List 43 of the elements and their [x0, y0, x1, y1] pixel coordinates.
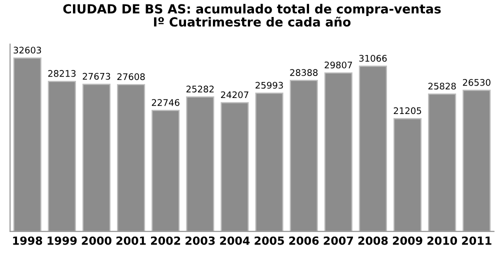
data-label: 26530 [462, 79, 490, 86]
bar [358, 66, 387, 232]
bar [393, 118, 422, 232]
data-label: 25993 [256, 82, 283, 89]
bar [186, 96, 214, 232]
x-tick-label: 1998 [13, 236, 42, 245]
x-tick-label: 2011 [462, 236, 492, 245]
x-tick-label: 2008 [358, 236, 388, 245]
bar [82, 84, 111, 232]
data-label: 29807 [324, 62, 352, 68]
x-tick-label: 2010 [427, 236, 458, 245]
bar [324, 72, 352, 232]
x-tick-label: 2009 [392, 236, 422, 245]
bar [290, 80, 318, 232]
bar [48, 80, 76, 232]
x-tick-label: 2006 [289, 236, 319, 245]
bar [220, 102, 249, 232]
data-label: 28213 [48, 70, 76, 77]
bar [13, 58, 42, 232]
x-tick-label: 2007 [324, 236, 353, 245]
data-label: 27608 [117, 73, 145, 80]
data-label: 25828 [428, 82, 456, 90]
bar [152, 110, 180, 232]
x-tick-label: 2005 [254, 236, 284, 245]
x-tick-label: 2000 [82, 236, 112, 245]
x-tick-label: 2004 [220, 236, 250, 245]
data-label: 31066 [359, 54, 387, 62]
x-tick-label: 2001 [116, 236, 146, 245]
x-tick-label: 2003 [186, 236, 215, 245]
x-tick-label: 2002 [151, 236, 180, 245]
bar [428, 94, 456, 232]
bar [255, 92, 284, 232]
data-label: 27673 [82, 72, 110, 80]
chart-title: CIUDAD DE BS AS: acumulado total de compra-ventas Iº Cuatrimestre de cada año [63, 4, 441, 27]
bar [117, 84, 146, 232]
data-label: 25282 [186, 86, 214, 92]
data-label: 32603 [14, 46, 41, 54]
data-label: 24207 [221, 91, 248, 98]
data-label: 21205 [394, 107, 422, 114]
bar [462, 90, 491, 232]
x-tick-label: 1999 [48, 236, 77, 245]
data-label: 28388 [290, 69, 318, 76]
data-label: 22746 [152, 99, 180, 106]
